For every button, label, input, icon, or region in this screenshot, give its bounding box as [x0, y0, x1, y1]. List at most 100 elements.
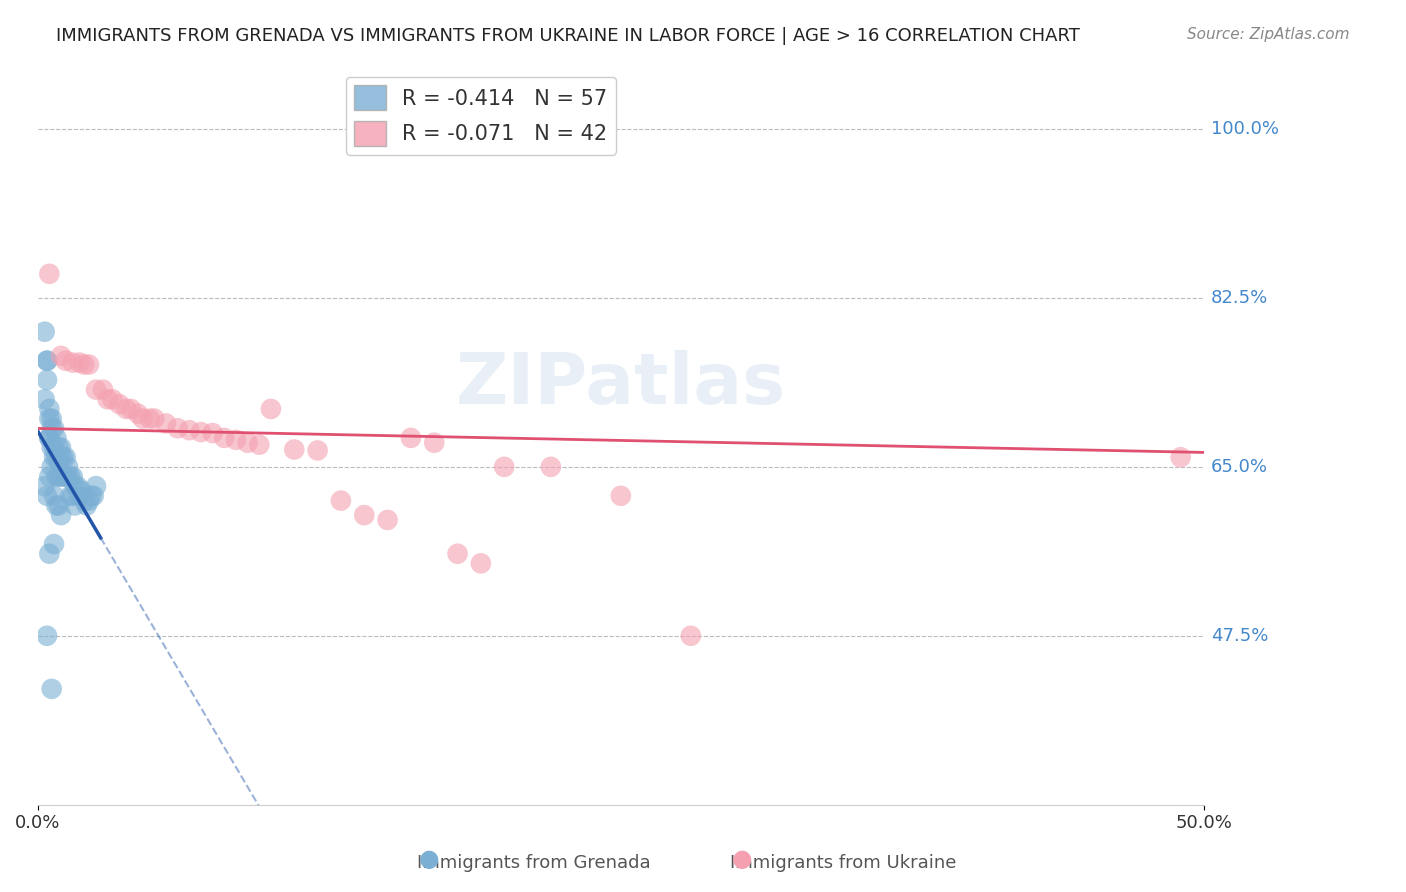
Text: Immigrants from Grenada: Immigrants from Grenada — [418, 855, 651, 872]
Point — [155, 417, 177, 431]
Point — [127, 407, 149, 421]
Point — [131, 411, 153, 425]
Point — [138, 411, 160, 425]
Point — [41, 681, 63, 696]
Point — [540, 459, 562, 474]
Point — [41, 441, 63, 455]
Point — [38, 267, 60, 281]
Point — [83, 489, 105, 503]
Point — [423, 435, 446, 450]
Point — [34, 325, 56, 339]
Point — [42, 489, 65, 503]
Point — [42, 441, 65, 455]
Point — [49, 441, 72, 455]
Point — [52, 469, 75, 483]
Point — [143, 411, 166, 425]
Point — [494, 459, 516, 474]
Point — [166, 421, 188, 435]
Point — [45, 469, 67, 483]
Point — [80, 489, 103, 503]
Point — [49, 469, 72, 483]
Point — [679, 629, 702, 643]
Point — [62, 489, 84, 503]
Point — [59, 469, 82, 483]
Point — [45, 450, 67, 465]
Point — [70, 483, 93, 498]
Point — [610, 489, 633, 503]
Point — [225, 433, 247, 447]
Point — [45, 431, 67, 445]
Point — [49, 450, 72, 465]
Point — [38, 411, 60, 425]
Point — [35, 353, 58, 368]
Point — [49, 349, 72, 363]
Point — [42, 537, 65, 551]
Point — [63, 479, 86, 493]
Point — [38, 401, 60, 416]
Text: IMMIGRANTS FROM GRENADA VS IMMIGRANTS FROM UKRAINE IN LABOR FORCE | AGE > 16 COR: IMMIGRANTS FROM GRENADA VS IMMIGRANTS FR… — [56, 27, 1080, 45]
Point — [446, 547, 468, 561]
Point — [108, 397, 131, 411]
Point — [48, 499, 70, 513]
Point — [120, 401, 142, 416]
Point — [35, 489, 58, 503]
Point — [1170, 450, 1192, 465]
Point — [97, 392, 120, 407]
Point — [377, 513, 399, 527]
Point — [38, 469, 60, 483]
Point — [56, 469, 79, 483]
Point — [77, 493, 100, 508]
Text: Immigrants from Ukraine: Immigrants from Ukraine — [730, 855, 957, 872]
Point — [91, 383, 114, 397]
Point — [69, 356, 91, 370]
Point — [41, 421, 63, 435]
Text: ●: ● — [419, 847, 439, 871]
Point — [63, 499, 86, 513]
Point — [42, 421, 65, 435]
Point — [115, 401, 138, 416]
Point — [329, 493, 352, 508]
Point — [34, 392, 56, 407]
Point — [62, 356, 84, 370]
Point — [260, 401, 283, 416]
Point — [84, 479, 107, 493]
Point — [38, 431, 60, 445]
Point — [190, 425, 212, 439]
Point — [283, 442, 305, 457]
Text: 82.5%: 82.5% — [1211, 289, 1268, 307]
Point — [34, 479, 56, 493]
Point — [49, 508, 72, 522]
Point — [247, 437, 270, 451]
Text: ●: ● — [733, 847, 752, 871]
Point — [84, 383, 107, 397]
Point — [77, 358, 100, 372]
Point — [48, 441, 70, 455]
Point — [35, 373, 58, 387]
Text: Source: ZipAtlas.com: Source: ZipAtlas.com — [1187, 27, 1350, 42]
Point — [55, 353, 77, 368]
Point — [73, 493, 96, 508]
Point — [214, 431, 236, 445]
Point — [38, 547, 60, 561]
Point — [470, 557, 492, 571]
Point — [76, 499, 98, 513]
Point — [41, 459, 63, 474]
Point — [101, 392, 124, 407]
Point — [399, 431, 422, 445]
Text: 100.0%: 100.0% — [1211, 120, 1279, 138]
Point — [55, 450, 77, 465]
Point — [66, 479, 89, 493]
Point — [55, 469, 77, 483]
Point — [42, 450, 65, 465]
Point — [69, 489, 91, 503]
Point — [41, 411, 63, 425]
Point — [48, 469, 70, 483]
Point — [59, 489, 82, 503]
Point — [35, 629, 58, 643]
Legend: R = -0.414   N = 57, R = -0.071   N = 42: R = -0.414 N = 57, R = -0.071 N = 42 — [346, 77, 616, 154]
Point — [353, 508, 375, 522]
Point — [236, 435, 259, 450]
Text: 65.0%: 65.0% — [1211, 458, 1268, 475]
Point — [56, 459, 79, 474]
Text: 47.5%: 47.5% — [1211, 627, 1268, 645]
